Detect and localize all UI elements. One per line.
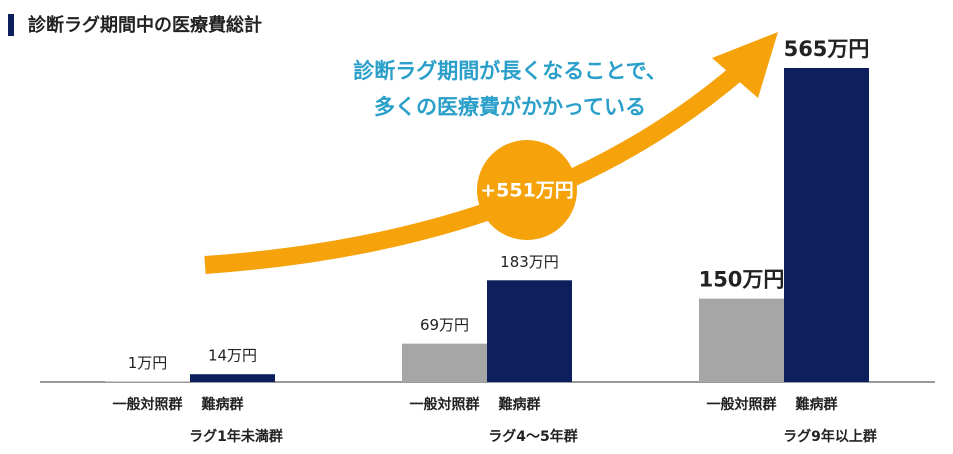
series-label: 一般対照群 <box>113 396 183 413</box>
value-label: 565万円 <box>784 37 870 61</box>
difference-label: +551万円 <box>480 180 574 202</box>
value-label: 69万円 <box>420 316 469 334</box>
bar <box>487 280 572 382</box>
bar <box>190 374 275 382</box>
value-label: 183万円 <box>500 253 559 271</box>
bar <box>784 68 869 382</box>
bar <box>699 298 784 382</box>
series-label: 難病群 <box>499 396 541 413</box>
bar <box>105 381 190 382</box>
group-label: ラグ9年以上群 <box>783 428 877 445</box>
series-label: 一般対照群 <box>410 396 480 413</box>
series-label: 難病群 <box>202 396 244 413</box>
series-label: 難病群 <box>796 396 838 413</box>
value-label: 1万円 <box>128 354 168 372</box>
group-label: ラグ4～5年群 <box>488 428 577 445</box>
group-label: ラグ1年未満群 <box>189 428 283 445</box>
bar <box>402 343 487 382</box>
value-label: 14万円 <box>208 347 257 365</box>
difference-circle <box>477 140 577 240</box>
arrow-head <box>712 32 778 98</box>
title-marker <box>8 14 14 36</box>
value-label: 150万円 <box>699 268 785 292</box>
annotation: 多くの医療費がかかっている <box>374 95 646 119</box>
chart-title: 診断ラグ期間中の医療費総計 <box>28 14 262 36</box>
annotation: 診断ラグ期間が長くなることで、 <box>353 59 667 83</box>
series-label: 一般対照群 <box>707 396 777 413</box>
